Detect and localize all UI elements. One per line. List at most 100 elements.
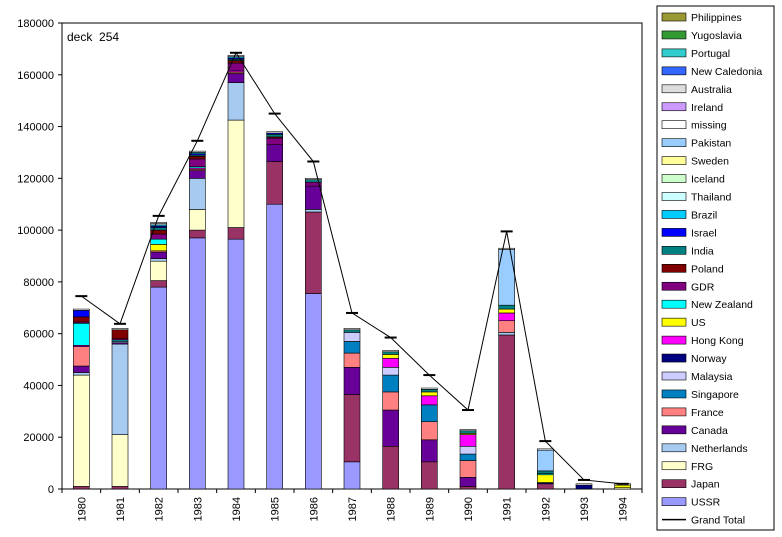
bar-segment-canada xyxy=(73,365,90,373)
legend-swatch-philippines xyxy=(661,12,687,22)
bar-segment-frg xyxy=(73,374,90,487)
legend-label-pakistan: Pakistan xyxy=(691,138,731,150)
legend-label-norway: Norway xyxy=(691,353,727,365)
bar-segment-netherlands xyxy=(189,178,206,210)
legend-swatch-pakistan xyxy=(661,138,687,147)
bar-segment-pakistan xyxy=(537,449,554,472)
bar-segment-israel xyxy=(73,310,90,318)
bar-segment-japan xyxy=(266,161,283,205)
bar-segment-netherlands xyxy=(305,209,322,213)
bar-segment-singapore xyxy=(343,341,361,354)
bar-segment-netherlands xyxy=(227,82,245,121)
bar-segment-canada xyxy=(150,251,167,259)
bar-segment-canada xyxy=(343,367,361,395)
bar-segment-india xyxy=(537,470,554,474)
legend-label-netherlands: Netherlands xyxy=(691,443,748,455)
bar-segment-japan xyxy=(227,227,245,240)
bar-segment-singapore xyxy=(421,404,438,422)
bar-segment-ussr xyxy=(189,237,206,490)
legend-swatch-netherlands xyxy=(661,443,687,453)
bar-segment-missing xyxy=(227,55,245,57)
bars xyxy=(73,55,631,490)
x-tick-label: 1984 xyxy=(231,497,243,521)
x-tick-label: 1985 xyxy=(270,497,282,521)
bar-segment-hong-kong xyxy=(382,357,399,368)
legend-swatch-brazil xyxy=(661,210,687,219)
y-tick-label: 160000 xyxy=(17,70,54,82)
legend-swatch-poland xyxy=(661,263,687,273)
bar-segment-poland xyxy=(189,156,206,160)
bar-segment-india xyxy=(150,227,167,231)
y-tick-label: 20000 xyxy=(23,432,54,444)
bar-segment-canada xyxy=(305,185,322,210)
legend-label-india: India xyxy=(691,245,714,257)
legend-label-singapore: Singapore xyxy=(691,389,739,401)
legend-swatch-malaysia xyxy=(661,371,687,381)
y-tick-label: 120000 xyxy=(17,173,54,185)
bar-segment-ussr xyxy=(305,293,322,490)
x-tick-label: 1988 xyxy=(386,497,398,521)
bar-segment-netherlands xyxy=(73,372,90,376)
x-tick-label: 1990 xyxy=(463,497,475,521)
bar-segment-canada xyxy=(382,409,399,447)
legend-swatch-yugoslavia xyxy=(661,30,687,40)
legend-swatch-gdr xyxy=(661,281,687,291)
legend-label-missing: missing xyxy=(691,120,727,132)
legend-label-australia: Australia xyxy=(691,84,732,96)
legend-label-philippines: Philippines xyxy=(691,12,742,24)
bar-segment-france xyxy=(343,352,361,368)
legend-label-portugal: Portugal xyxy=(691,48,730,60)
legend-label-poland: Poland xyxy=(691,263,724,275)
bar-segment-norway xyxy=(575,484,593,490)
bar-segment-india xyxy=(382,351,399,355)
bar-segment-japan xyxy=(189,229,206,239)
bar-segment-missing xyxy=(575,483,593,486)
bar-segment-us xyxy=(382,354,399,359)
legend-label-grand-total: Grand Total xyxy=(691,515,745,527)
bar-segment-india xyxy=(421,389,438,393)
legend-swatch-thailand xyxy=(661,192,687,201)
bar-segment-us xyxy=(150,244,167,252)
bar-segment-netherlands xyxy=(150,258,167,262)
legend-label-us: US xyxy=(691,317,706,329)
legend-swatch-missing xyxy=(661,120,687,129)
bar-segment-gdr xyxy=(150,233,167,240)
legend-label-japan: Japan xyxy=(691,479,720,491)
bar-segment-frg xyxy=(150,260,167,281)
bar-segment-canada xyxy=(266,144,283,162)
y-tick-label: 100000 xyxy=(17,225,54,237)
bar-segment-us xyxy=(537,474,554,483)
legend-swatch-france xyxy=(661,407,687,417)
legend-swatch-sweden xyxy=(661,156,687,165)
bar-segment-us xyxy=(421,391,438,397)
y-tick-label: 140000 xyxy=(17,122,54,134)
bar-segment-hong-kong xyxy=(459,434,477,447)
legend-swatch-japan xyxy=(661,479,687,489)
bar-segment-japan xyxy=(73,486,90,490)
legend-swatch-portugal xyxy=(661,48,687,58)
legend-swatch-iceland xyxy=(661,174,687,183)
x-tick-label: 1986 xyxy=(308,497,320,521)
bar-segment-india xyxy=(498,304,515,310)
bar-segment-france xyxy=(382,391,399,411)
legend-label-frg: FRG xyxy=(691,461,713,473)
bar-segment-ussr xyxy=(150,286,167,490)
legend-label-ussr: USSR xyxy=(691,497,721,509)
x-tick-label: 1982 xyxy=(154,497,166,521)
bar-segment-us xyxy=(498,308,515,314)
bar-segment-missing xyxy=(73,308,90,311)
bar-segment-india xyxy=(343,329,361,333)
bar-segment-ussr xyxy=(227,238,245,490)
bar-segment-netherlands xyxy=(111,343,129,435)
legend-swatch-ussr xyxy=(661,497,687,506)
bar-segment-hong-kong xyxy=(498,312,515,322)
bar-segment-gdr xyxy=(266,137,283,145)
bar-segment-poland xyxy=(111,329,129,340)
legend-label-thailand: Thailand xyxy=(691,192,731,204)
legend-swatch-us xyxy=(661,317,687,327)
legend-swatch-new-zealand xyxy=(661,299,687,309)
bar-segment-missing xyxy=(111,328,129,331)
bar-segment-missing xyxy=(421,387,438,390)
bar-segment-japan xyxy=(459,486,477,490)
